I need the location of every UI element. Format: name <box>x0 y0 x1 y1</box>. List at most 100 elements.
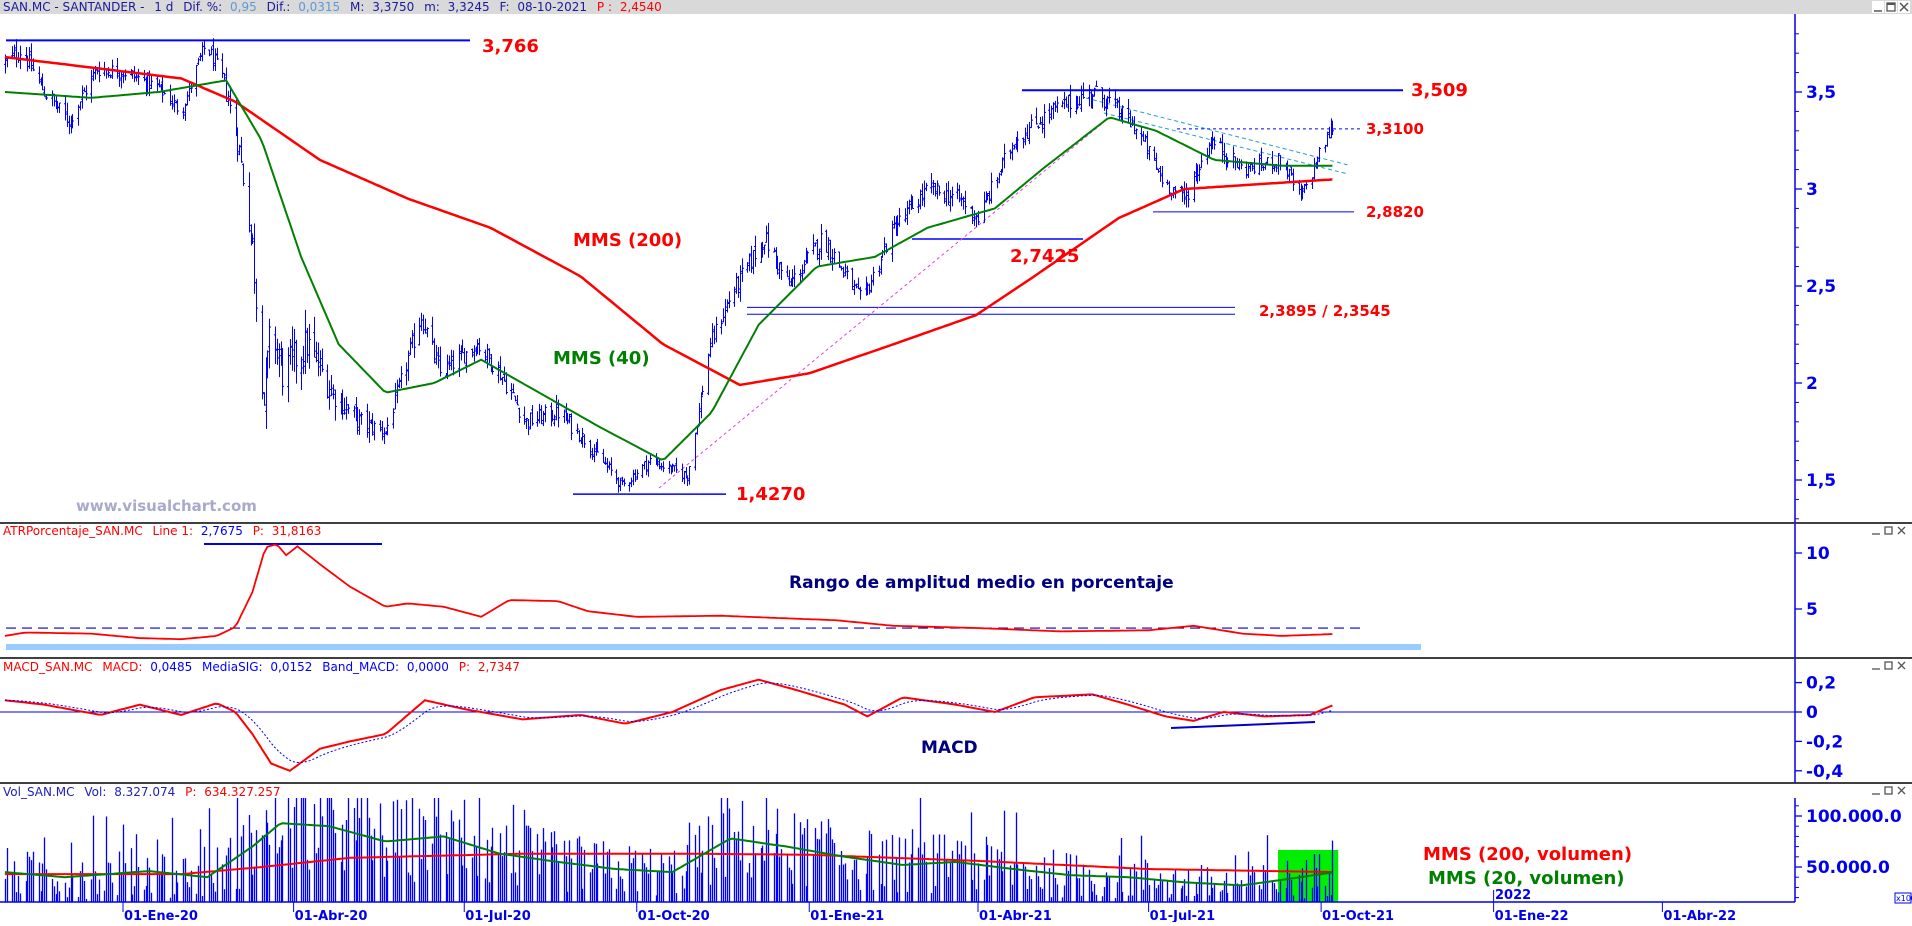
mms200-label: MMS (200) <box>573 230 682 251</box>
price-bar <box>891 220 894 263</box>
price-bar <box>801 264 804 282</box>
price-bar <box>988 190 991 205</box>
price-bar <box>418 317 421 346</box>
price-bar <box>1331 120 1334 135</box>
price-bar <box>878 265 881 277</box>
close-icon[interactable] <box>1897 526 1906 535</box>
price-bar <box>765 225 768 243</box>
vol-header: Vol_SAN.MC Vol: 8.327.074 P: 634.327.257 <box>3 785 281 799</box>
price-bar <box>291 326 294 371</box>
price-bar <box>608 461 611 470</box>
macd-tick-label: -0,2 <box>1806 732 1843 752</box>
price-bar <box>1166 179 1169 185</box>
price-bar <box>576 423 579 434</box>
price-bar <box>683 470 686 485</box>
volume-tick-label: 100.000.0 <box>1806 807 1902 827</box>
multiplier-label: x100 <box>1896 894 1912 903</box>
price-bar <box>694 432 697 471</box>
price-bar <box>1260 147 1263 172</box>
price-bar <box>302 345 305 375</box>
support-label-27425: 2,7425 <box>1010 246 1079 267</box>
price-bar <box>709 337 712 358</box>
price-bar <box>656 457 659 467</box>
price-bar <box>846 265 849 280</box>
price-bar <box>746 262 749 273</box>
price-bar <box>673 465 676 472</box>
vol-mms20-label: MMS (20, volumen) <box>1428 868 1625 889</box>
close-icon[interactable] <box>1897 786 1906 795</box>
price-bar <box>345 396 348 420</box>
price-bar <box>1161 165 1164 188</box>
price-bar <box>358 409 361 435</box>
price-bar <box>934 182 937 197</box>
price-bar <box>880 256 883 275</box>
price-bar <box>118 70 121 87</box>
maximize-icon[interactable] <box>1884 526 1893 535</box>
price-bar <box>203 40 206 55</box>
price-bar <box>701 385 704 396</box>
price-bar <box>596 438 599 453</box>
price-bar <box>523 406 526 425</box>
price-bar <box>855 283 858 289</box>
price-bar <box>962 196 965 210</box>
minimize-icon[interactable] <box>1872 1 1884 13</box>
vol-value: 8.327.074 <box>114 785 175 799</box>
price-bar <box>1251 163 1254 172</box>
price-bar <box>542 410 545 427</box>
atr-band <box>6 644 1421 650</box>
atr-p-label: P: <box>253 524 264 538</box>
price-bar <box>156 76 159 92</box>
price-bar <box>908 199 911 215</box>
price-bar <box>761 241 764 258</box>
maximize-icon[interactable] <box>1884 661 1893 670</box>
price-bar <box>593 444 596 463</box>
dif-value: 0,0315 <box>298 0 340 14</box>
maximize-icon[interactable] <box>1884 786 1893 795</box>
panel-window-controls <box>1872 786 1906 795</box>
price-bar <box>435 344 438 365</box>
maximize-icon[interactable] <box>1885 1 1897 13</box>
price-bar <box>1118 96 1121 121</box>
price-bar <box>1144 134 1147 143</box>
price-bar <box>713 325 716 345</box>
price-bar <box>293 329 296 372</box>
vol-label: Vol: <box>84 785 106 799</box>
price-bar <box>420 312 423 331</box>
close-icon[interactable] <box>1898 1 1910 13</box>
price-bar <box>409 337 412 356</box>
price-bar <box>317 342 320 377</box>
price-bar <box>763 244 766 255</box>
price-bar <box>951 186 954 207</box>
price-bar <box>308 323 311 369</box>
price-bar <box>439 346 442 377</box>
price-bar <box>838 251 841 268</box>
price-bar <box>1028 121 1031 145</box>
price-bar <box>383 427 386 444</box>
price-bar <box>671 463 674 473</box>
macd-sig-value: 0,0152 <box>270 660 312 674</box>
price-bar <box>242 163 245 187</box>
price-bar <box>1114 89 1117 109</box>
price-bar <box>1030 114 1033 129</box>
panel-controls <box>1872 526 1906 795</box>
mms40-label: MMS (40) <box>553 348 650 369</box>
price-bar <box>276 338 279 365</box>
price-bar <box>304 309 307 374</box>
price-bar <box>407 350 410 381</box>
price-bar <box>1245 161 1248 179</box>
price-bar <box>392 408 395 429</box>
price-bar <box>1140 126 1143 146</box>
price-bar <box>786 265 789 278</box>
price-bar <box>176 99 179 115</box>
price-bar <box>122 71 125 84</box>
price-bar <box>295 339 298 384</box>
vol-mms200-label: MMS (200, volumen) <box>1423 844 1632 865</box>
price-bar <box>313 316 316 358</box>
close-icon[interactable] <box>1897 661 1906 670</box>
min-value: 3,3245 <box>448 0 490 14</box>
price-bar <box>799 269 802 284</box>
price-bar <box>1303 183 1306 194</box>
price-bar <box>240 136 243 163</box>
price-bar <box>471 348 474 358</box>
price-bar <box>647 460 650 477</box>
